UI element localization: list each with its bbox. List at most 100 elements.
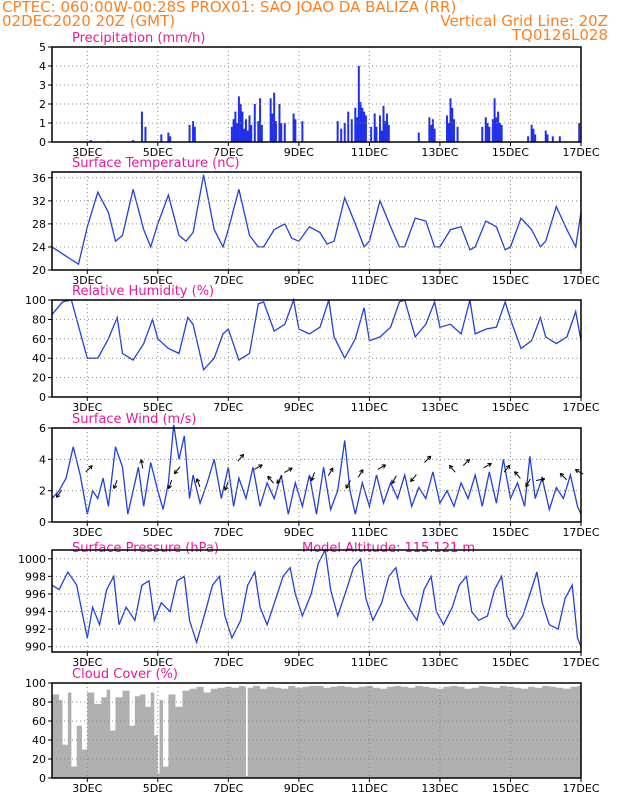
precipitation-bar (269, 98, 272, 142)
cloud-cover-title: Cloud Cover (%) (72, 667, 178, 682)
precipitation-xtick-label: 9DEC (284, 146, 314, 159)
precipitation-bar (89, 140, 92, 142)
precipitation-bar (488, 126, 491, 142)
precipitation-bar (232, 119, 235, 142)
precipitation-bar (283, 123, 286, 142)
wind-arrow (391, 475, 397, 485)
precipitation-bar (169, 136, 172, 142)
precipitation-bar (140, 111, 143, 142)
humidity-frame (51, 299, 582, 398)
wind-arrow (377, 464, 387, 470)
header-vertical-grid: Vertical Grid Line: 20Z (440, 12, 608, 30)
pressure-ytick-label: 992 (25, 623, 46, 636)
header-run-id: TQ0126L028 (511, 26, 608, 44)
precipitation-bar (259, 98, 262, 142)
precipitation-bar (273, 92, 276, 142)
precipitation-ytick-label: 1 (39, 117, 46, 130)
wind-arrow (254, 464, 263, 470)
temperature-ytick-label: 32 (32, 195, 46, 208)
precipitation-bar (253, 104, 256, 142)
humidity-xtick-label: 15DEC (492, 401, 529, 414)
temperature-ytick-label: 36 (32, 172, 46, 185)
humidity-xtick-label: 7DEC (213, 401, 243, 414)
humidity-title: Relative Humidity (%) (72, 284, 214, 299)
precipitation-bar (491, 119, 494, 142)
cloud-cover-ytick-label: 40 (32, 734, 46, 747)
precipitation-bar (493, 98, 496, 142)
wind-arrow (357, 469, 364, 478)
temperature-ytick-label: 28 (32, 218, 46, 231)
precipitation-bar (271, 113, 274, 142)
precipitation-bar (451, 107, 454, 142)
wind-arrow (462, 458, 471, 467)
temperature-xtick-label: 7DEC (213, 274, 243, 287)
wind-arrow (237, 453, 245, 462)
temperature-xtick-label: 11DEC (351, 274, 388, 287)
pressure-xtick-label: 3DEC (72, 656, 102, 669)
temperature-ytick-label: 24 (32, 241, 46, 254)
cloud-cover-area (52, 685, 581, 778)
temperature-series-line (51, 174, 582, 266)
wind-arrow (410, 474, 417, 483)
precipitation-bar (430, 124, 433, 142)
humidity-ytick-label: 60 (32, 333, 46, 346)
precipitation-xtick-label: 17DEC (562, 146, 599, 159)
wind-arrow (310, 472, 315, 482)
precipitation-bar (453, 119, 456, 142)
precipitation-bar (481, 126, 484, 142)
precipitation-bar (260, 124, 263, 142)
wind-arrow (483, 462, 492, 469)
pressure-xtick-label: 5DEC (143, 656, 173, 669)
pressure-xtick-label: 15DEC (492, 656, 529, 669)
precipitation-bar (274, 121, 277, 142)
humidity-ytick-label: 80 (32, 313, 46, 326)
precipitation-bar (356, 117, 359, 142)
cloud-cover-xtick-label: 11DEC (351, 782, 388, 795)
precipitation-bar (234, 111, 237, 142)
precipitation-bar (373, 113, 376, 142)
wind-arrow (503, 464, 511, 473)
precipitation-bar (486, 123, 489, 142)
wind-frame (51, 427, 582, 523)
precipitation-bar (241, 111, 244, 142)
precipitation-bar (384, 121, 387, 142)
temperature-xtick-label: 13DEC (421, 274, 458, 287)
precipitation-bar (527, 136, 530, 142)
temperature-xtick-label: 15DEC (492, 274, 529, 287)
cloud-cover-ytick-label: 100 (25, 677, 46, 690)
wind-xtick-label: 17DEC (562, 526, 599, 539)
temperature-ytick-label: 20 (32, 264, 46, 277)
precipitation-bar (243, 128, 246, 142)
wind-arrow (167, 480, 173, 490)
precipitation-bar (498, 123, 501, 142)
precipitation-bar (246, 130, 249, 142)
precipitation-bar (192, 121, 195, 142)
humidity-ytick-label: 100 (25, 294, 46, 307)
cloud-cover-xtick-label: 15DEC (492, 782, 529, 795)
precipitation-bar (387, 124, 390, 142)
precipitation-bar (449, 98, 452, 142)
precipitation-bar (530, 124, 533, 142)
humidity-ytick-label: 20 (32, 372, 46, 385)
wind-arrow (559, 472, 567, 481)
precipitation-bar (364, 115, 367, 142)
precipitation-bar (386, 113, 389, 142)
humidity-xtick-label: 5DEC (143, 401, 173, 414)
wind-arrow (267, 475, 274, 484)
humidity-xtick-label: 3DEC (72, 401, 102, 414)
precipitation-xtick-label: 15DEC (492, 146, 529, 159)
precipitation-bar (447, 123, 450, 142)
pressure-xtick-label: 17DEC (562, 656, 599, 669)
humidity-ytick-label: 40 (32, 352, 46, 365)
wind-xtick-label: 9DEC (284, 526, 314, 539)
precipitation-bar (236, 123, 239, 142)
pressure-series-line (51, 547, 582, 647)
wind-arrow (448, 464, 456, 473)
precipitation-bar (167, 132, 170, 142)
precipitation-bar (343, 123, 346, 142)
precipitation-bar (558, 136, 561, 142)
wind-arrow (574, 469, 584, 475)
temperature-xtick-label: 3DEC (72, 274, 102, 287)
temperature-xtick-label: 17DEC (562, 274, 599, 287)
